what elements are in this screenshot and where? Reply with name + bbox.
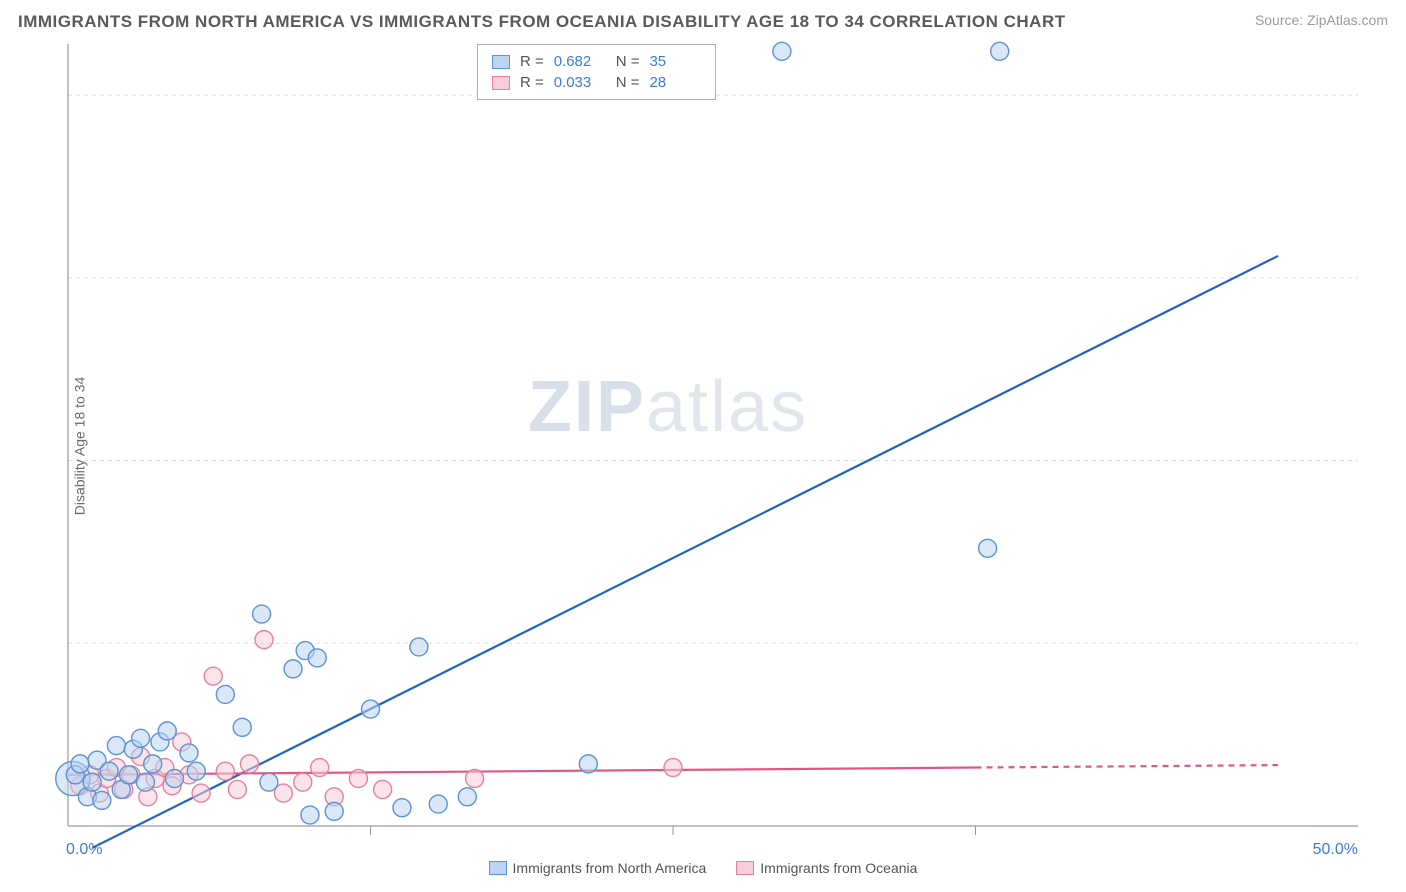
r-label: R =: [520, 53, 544, 70]
legend-swatch: [492, 55, 510, 69]
n-label: N =: [616, 74, 640, 91]
legend-swatch: [489, 861, 507, 875]
n-value: 35: [649, 53, 701, 70]
r-value: 0.682: [554, 53, 606, 70]
legend-swatch: [492, 76, 510, 90]
correlation-row: R = 0.033 N = 28: [492, 72, 702, 93]
svg-text:0.0%: 0.0%: [66, 841, 102, 856]
r-value: 0.033: [554, 74, 606, 91]
legend-item: Immigrants from Oceania: [736, 860, 917, 876]
legend-label: Immigrants from Oceania: [760, 860, 917, 876]
legend-item: Immigrants from North America: [489, 860, 707, 876]
correlation-legend: R = 0.682 N = 35 R = 0.033 N = 28: [477, 44, 717, 100]
y-axis-label: Disability Age 18 to 34: [71, 377, 87, 516]
legend-label: Immigrants from North America: [513, 860, 707, 876]
r-label: R =: [520, 74, 544, 91]
svg-text:50.0%: 50.0%: [1313, 841, 1358, 856]
correlation-row: R = 0.682 N = 35: [492, 51, 702, 72]
bottom-legend: Immigrants from North America Immigrants …: [0, 860, 1406, 876]
chart-container: Disability Age 18 to 34 ZIPatlas 25.0%50…: [18, 36, 1388, 856]
n-value: 28: [649, 74, 701, 91]
scatter-chart: 25.0%50.0%75.0%100.0%0.0%50.0%: [18, 36, 1358, 856]
legend-swatch: [736, 861, 754, 875]
source-label: Source: ZipAtlas.com: [1255, 12, 1388, 28]
n-label: N =: [616, 53, 640, 70]
chart-title: IMMIGRANTS FROM NORTH AMERICA VS IMMIGRA…: [18, 12, 1066, 32]
